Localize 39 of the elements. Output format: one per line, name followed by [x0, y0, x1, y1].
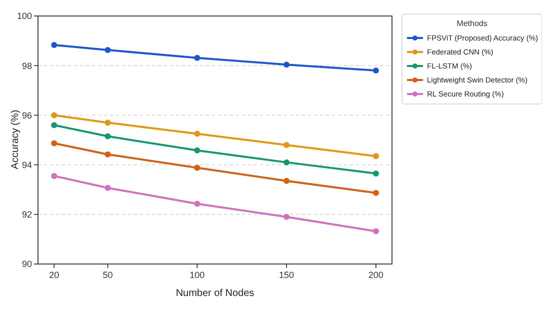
- point: [284, 142, 290, 148]
- x-tick-label: 100: [190, 270, 205, 280]
- point: [372, 170, 379, 176]
- point: [104, 184, 111, 191]
- y-axis-title: Accuracy (%): [10, 110, 21, 170]
- point: [104, 151, 111, 158]
- y-tick-label: 100: [16, 11, 32, 22]
- point: [284, 178, 290, 184]
- x-axis-title: Number of Nodes: [176, 288, 254, 299]
- x-tick-label: 200: [368, 270, 384, 280]
- point: [372, 190, 379, 196]
- x-tick-label: 50: [102, 270, 113, 280]
- point: [51, 122, 58, 128]
- point: [51, 172, 58, 179]
- y-tick-label: 96: [22, 110, 32, 120]
- x-tick-label: 150: [279, 270, 294, 280]
- y-tick-label: 98: [22, 60, 32, 71]
- point: [194, 130, 200, 137]
- point: [194, 164, 200, 171]
- point: [372, 153, 379, 160]
- point: [284, 214, 290, 220]
- point: [104, 120, 111, 126]
- y-tick-label: 94: [22, 160, 32, 170]
- point: [284, 62, 290, 68]
- point: [51, 140, 58, 146]
- y-tick-label: 92: [22, 210, 32, 220]
- point: [104, 133, 111, 140]
- point: [284, 159, 290, 166]
- point: [51, 112, 58, 118]
- point: [194, 200, 200, 207]
- point: [104, 46, 111, 53]
- point: [51, 42, 58, 48]
- y-tick-label: 90: [22, 259, 32, 270]
- point: [372, 228, 379, 234]
- point: [372, 68, 379, 74]
- x-tick-label: 20: [49, 270, 60, 280]
- legend-title: Methods: [456, 19, 488, 28]
- point: [194, 147, 200, 154]
- point: [194, 54, 200, 61]
